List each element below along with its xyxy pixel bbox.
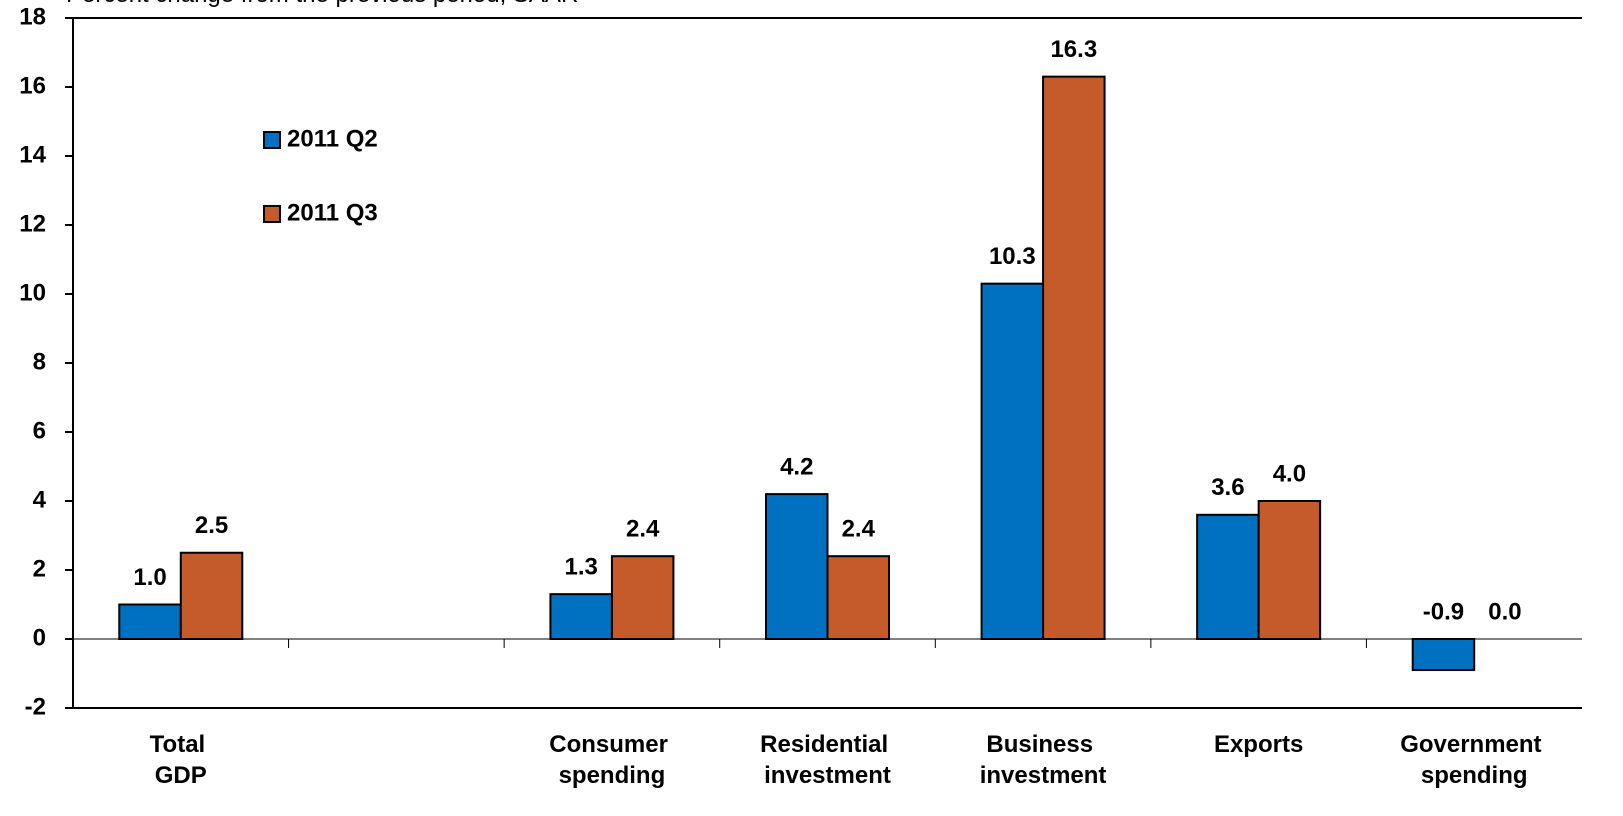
value-label: 1.3 <box>564 553 597 580</box>
value-label: 2.5 <box>195 512 228 539</box>
y-tick-label: 2 <box>33 555 46 582</box>
bar <box>765 493 829 640</box>
value-label: 4.0 <box>1273 460 1306 487</box>
x-tick-label-line: Consumer <box>549 731 674 758</box>
legend-swatch <box>263 131 281 149</box>
y-tick-label: 4 <box>33 486 47 513</box>
value-label: 2.4 <box>626 516 660 543</box>
x-tick-label-line: Business <box>986 731 1099 758</box>
value-label: 0.0 <box>1488 598 1521 625</box>
bar <box>1196 513 1260 640</box>
y-tick-label: -2 <box>25 693 46 720</box>
y-tick-label: 0 <box>33 624 46 651</box>
bar <box>980 282 1045 640</box>
x-tick-label-line: Total <box>150 731 212 758</box>
x-tick-label-line: investment <box>764 762 891 789</box>
x-tick-label-line: spending <box>1421 762 1528 789</box>
bar <box>610 555 675 641</box>
value-label: 10.3 <box>989 243 1036 270</box>
bar <box>1042 75 1106 640</box>
bar <box>1411 638 1476 672</box>
value-label: 4.2 <box>780 453 813 480</box>
x-tick-label-line: Residential <box>760 731 895 758</box>
value-label: 1.0 <box>133 564 166 591</box>
x-tick-label: Business investment <box>980 731 1107 789</box>
x-tick-label: Exports <box>1214 731 1303 758</box>
legend-label: 2011 Q3 <box>287 199 378 226</box>
x-tick-label: Consumer spending <box>549 731 674 789</box>
legend-label: 2011 Q2 <box>287 125 378 152</box>
x-tick-label-line: investment <box>980 762 1107 789</box>
x-tick-label: Residential investment <box>760 731 895 789</box>
x-tick-label: Total GDP <box>150 731 212 789</box>
legend-swatch <box>263 205 281 223</box>
x-tick-label: Government spending <box>1400 731 1548 789</box>
y-tick-label: 14 <box>19 141 46 168</box>
y-tick-label: 8 <box>33 348 46 375</box>
x-tick-label-line: spending <box>559 762 666 789</box>
y-tick-label: 12 <box>19 210 46 237</box>
bar <box>549 593 613 641</box>
y-tick-label: 6 <box>33 417 46 444</box>
y-tick-label: 18 <box>19 3 46 30</box>
value-label: -0.9 <box>1423 598 1464 625</box>
y-tick-label: 10 <box>19 279 46 306</box>
value-label: 16.3 <box>1050 36 1097 63</box>
x-tick-label-line: Government <box>1400 731 1548 758</box>
value-label: 3.6 <box>1211 474 1244 501</box>
value-label: 2.4 <box>842 516 876 543</box>
bar <box>179 551 244 640</box>
chart-subtitle: Percent change from the previous period,… <box>66 0 578 8</box>
bar <box>826 555 890 641</box>
bar <box>118 603 182 640</box>
x-tick-label-line: GDP <box>155 762 207 789</box>
y-tick-label: 16 <box>19 72 46 99</box>
bar <box>1257 500 1322 640</box>
